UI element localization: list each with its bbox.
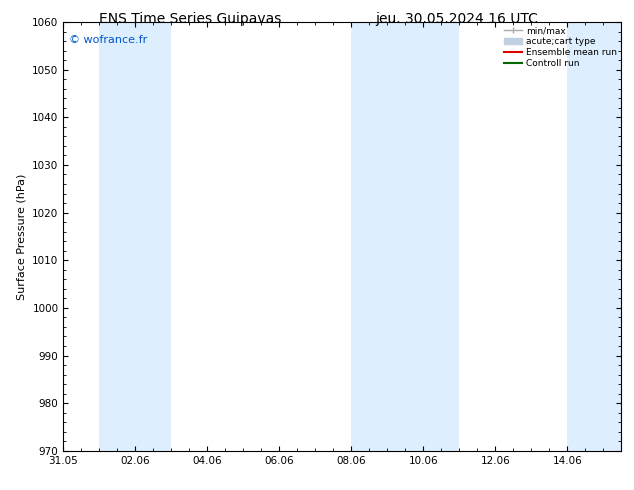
Bar [567, 22, 621, 451]
Bar [387, 22, 460, 451]
Text: © wofrance.fr: © wofrance.fr [69, 35, 147, 45]
Text: jeu. 30.05.2024 16 UTC: jeu. 30.05.2024 16 UTC [375, 12, 538, 26]
Text: ENS Time Series Guipavas: ENS Time Series Guipavas [99, 12, 281, 26]
Y-axis label: Surface Pressure (hPa): Surface Pressure (hPa) [16, 173, 27, 299]
Bar [351, 22, 387, 451]
Legend: min/max, acute;cart type, Ensemble mean run, Controll run: min/max, acute;cart type, Ensemble mean … [501, 24, 619, 71]
Bar [100, 22, 171, 451]
